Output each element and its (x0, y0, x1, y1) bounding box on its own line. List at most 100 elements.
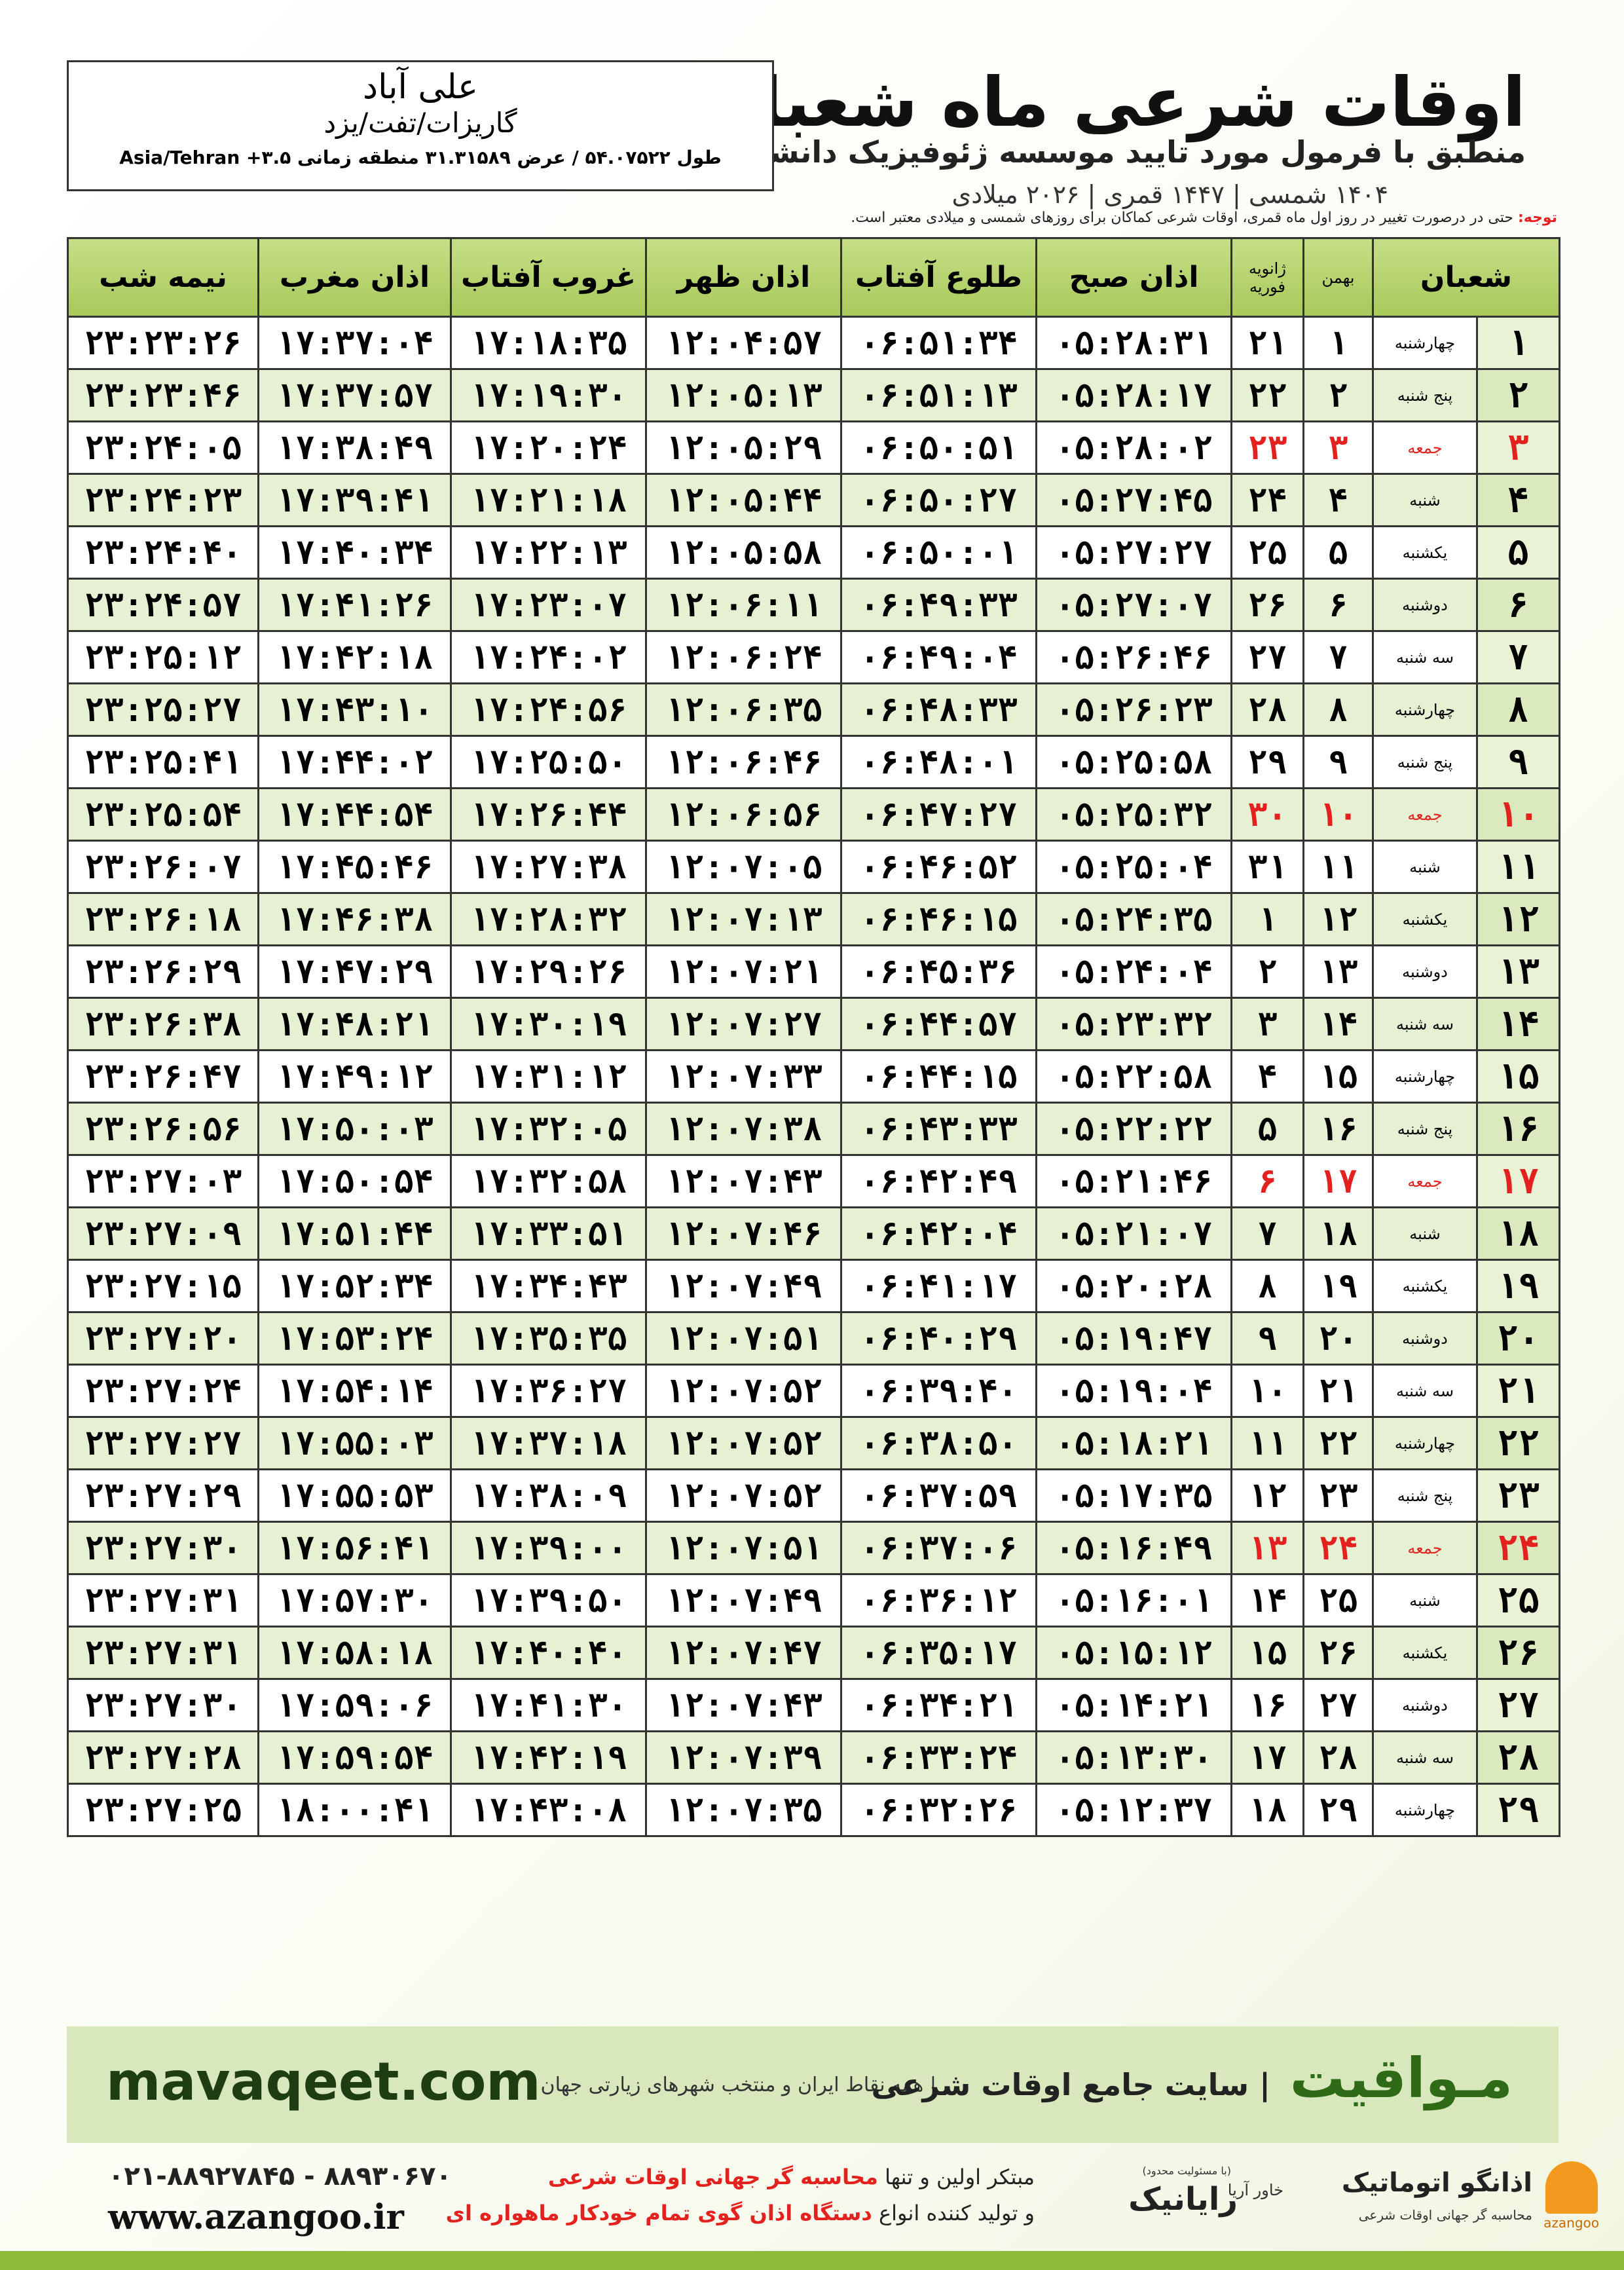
time-cell: ۰۵:۲۵:۵۸ (1035, 735, 1232, 789)
weekday: شنبه (1372, 1573, 1478, 1628)
limited: (با مسئولیت محدود) (1142, 2165, 1231, 2177)
time-cell: ۱۷:۵۰:۰۳ (257, 1102, 452, 1156)
gregorian-day: ۲۹ (1230, 735, 1304, 789)
time-cell: ۲۳:۲۳:۴۶ (67, 368, 259, 422)
time-cell: ۱۲:۰۶:۲۴ (645, 630, 842, 684)
weekday: پنج شنبه (1372, 1468, 1478, 1523)
note-label: توجه: (1517, 210, 1557, 226)
time-cell: ۱۲:۰۷:۲۷ (645, 997, 842, 1051)
time-cell: ۰۵:۲۷:۴۵ (1035, 473, 1232, 527)
table-row: ۵ یکشنبه ۵ ۲۵ ۰۵:۲۷:۲۷ ۰۶:۵۰:۰۱ ۱۲:۰۵:۵۸ ۱۷:۲۲:… (67, 525, 1560, 580)
weekday: یکشنبه (1372, 892, 1478, 946)
gregorian-day: ۱۶ (1230, 1678, 1304, 1732)
header-row: شعبان بهمن ژانویه فوریه اذان صبح طلوع آفتا… (67, 237, 1560, 318)
bahman-day: ۳ (1302, 420, 1374, 475)
time-cell: ۲۳:۲۶:۳۸ (67, 997, 259, 1051)
time-cell: ۰۵:۱۶:۴۹ (1035, 1521, 1232, 1575)
location-name: علی آباد (362, 67, 479, 107)
table-row: ۲۲ چهارشنبه ۲۲ ۱۱ ۰۵:۱۸:۲۱ ۰۶:۳۸:۵۰ ۱۲:۰۷:۵۲ ۱۷… (67, 1416, 1560, 1470)
gregorian-day: ۷ (1230, 1206, 1304, 1261)
time-cell: ۰۶:۳۵:۱۷ (840, 1626, 1037, 1680)
time-cell: ۰۶:۴۴:۵۷ (840, 997, 1037, 1051)
bahman-day: ۸ (1302, 682, 1374, 737)
time-cell: ۱۲:۰۷:۵۲ (645, 1364, 842, 1418)
gregorian-day: ۶ (1230, 1154, 1304, 1208)
table-row: ۱۷ جمعه ۱۷ ۶ ۰۵:۲۱:۴۶ ۰۶:۴۲:۴۹ ۱۲:۰۷:۴۳ ۱۷:۳۲:۵… (67, 1154, 1560, 1208)
weekday: سه شنبه (1372, 630, 1478, 684)
time-cell: ۱۷:۴۶:۳۸ (257, 892, 452, 946)
time-cell: ۱۷:۵۳:۲۴ (257, 1311, 452, 1366)
time-cell: ۱۷:۲۴:۵۶ (450, 682, 647, 737)
gregorian-day: ۲۴ (1230, 473, 1304, 527)
time-cell: ۲۳:۲۴:۰۵ (67, 420, 259, 475)
gregorian-day: ۱۸ (1230, 1783, 1304, 1837)
subtitle: منطبق با فرمول مورد تایید موسسه ژئوفیزیک… (626, 134, 1526, 170)
weekday: چهارشنبه (1372, 1416, 1478, 1470)
weekday: یکشنبه (1372, 1626, 1478, 1680)
time-cell: ۰۵:۲۷:۲۷ (1035, 525, 1232, 580)
bahman-day: ۲۰ (1302, 1311, 1374, 1366)
gregorian-day: ۳۱ (1230, 840, 1304, 894)
time-cell: ۰۶:۴۴:۱۵ (840, 1049, 1037, 1104)
time-cell: ۱۷:۳۹:۴۱ (257, 473, 452, 527)
time-cell: ۱۷:۵۸:۱۸ (257, 1626, 452, 1680)
time-cell: ۲۳:۲۷:۰۹ (67, 1206, 259, 1261)
time-cell: ۰۵:۱۵:۱۲ (1035, 1626, 1232, 1680)
time-cell: ۱۲:۰۶:۱۱ (645, 578, 842, 632)
time-cell: ۱۷:۴۲:۱۸ (257, 630, 452, 684)
time-cell: ۲۳:۲۷:۳۱ (67, 1626, 259, 1680)
time-cell: ۱۲:۰۷:۳۵ (645, 1783, 842, 1837)
table-row: ۱۹ یکشنبه ۱۹ ۸ ۰۵:۲۰:۲۸ ۰۶:۴۱:۱۷ ۱۲:۰۷:۴۹ ۱۷:۳۴… (67, 1259, 1560, 1313)
weekday: یکشنبه (1372, 525, 1478, 580)
bahman-day: ۵ (1302, 525, 1374, 580)
time-cell: ۱۷:۵۹:۵۴ (257, 1730, 452, 1785)
bahman-day: ۱۱ (1302, 840, 1374, 894)
table-row: ۲۸ سه شنبه ۲۸ ۱۷ ۰۵:۱۳:۳۰ ۰۶:۳۳:۲۴ ۱۲:۰۷:۳۹ ۱۷:… (67, 1730, 1560, 1785)
time-cell: ۱۷:۳۰:۱۹ (450, 997, 647, 1051)
time-cell: ۱۷:۴۷:۲۹ (257, 944, 452, 999)
time-cell: ۱۷:۵۱:۴۴ (257, 1206, 452, 1261)
table-row: ۱۲ یکشنبه ۱۲ ۱ ۰۵:۲۴:۳۵ ۰۶:۴۶:۱۵ ۱۲:۰۷:۱۳ ۱۷:۲۸… (67, 892, 1560, 946)
gregorian-day: ۲۷ (1230, 630, 1304, 684)
time-cell: ۱۷:۴۰:۴۰ (450, 1626, 647, 1680)
time-cell: ۱۷:۲۱:۱۸ (450, 473, 647, 527)
time-cell: ۱۲:۰۷:۳۹ (645, 1730, 842, 1785)
weekday: چهارشنبه (1372, 1049, 1478, 1104)
time-cell: ۱۷:۴۹:۱۲ (257, 1049, 452, 1104)
time-cell: ۱۷:۴۴:۰۲ (257, 735, 452, 789)
time-cell: ۰۶:۴۸:۰۱ (840, 735, 1037, 789)
time-cell: ۰۵:۲۵:۳۲ (1035, 787, 1232, 842)
time-cell: ۱۲:۰۷:۴۶ (645, 1206, 842, 1261)
time-cell: ۰۵:۲۸:۰۲ (1035, 420, 1232, 475)
day-number: ۲ (1476, 368, 1560, 422)
time-cell: ۲۳:۲۷:۱۵ (67, 1259, 259, 1313)
time-cell: ۱۲:۰۵:۵۸ (645, 525, 842, 580)
time-cell: ۲۳:۲۷:۲۰ (67, 1311, 259, 1366)
day-number: ۶ (1476, 578, 1560, 632)
time-cell: ۱۲:۰۴:۵۷ (645, 316, 842, 370)
banner-brand: مـواقیت (1289, 2046, 1513, 2110)
weekday: شنبه (1372, 473, 1478, 527)
title: اوقات شرعی ماه شعبان (701, 62, 1526, 142)
time-cell: ۱۲:۰۷:۴۹ (645, 1259, 842, 1313)
time-cell: ۰۶:۵۰:۵۱ (840, 420, 1037, 475)
weekday: یکشنبه (1372, 1259, 1478, 1313)
time-cell: ۰۵:۱۹:۴۷ (1035, 1311, 1232, 1366)
time-cell: ۱۲:۰۷:۲۱ (645, 944, 842, 999)
time-cell: ۰۶:۴۲:۴۹ (840, 1154, 1037, 1208)
weekday: جمعه (1372, 787, 1478, 842)
day-number: ۸ (1476, 682, 1560, 737)
time-cell: ۱۷:۱۹:۳۰ (450, 368, 647, 422)
time-cell: ۰۶:۴۹:۳۳ (840, 578, 1037, 632)
bahman-day: ۱۴ (1302, 997, 1374, 1051)
note-text: حتی در درصورت تغییر در روز اول ماه قمری،… (851, 210, 1513, 226)
time-cell: ۲۳:۲۵:۲۷ (67, 682, 259, 737)
footer-text: مبتکر اولین و تنها (885, 2165, 1035, 2189)
rayanik-logo: رایانیک (1128, 2181, 1238, 2218)
time-cell: ۲۳:۲۷:۳۱ (67, 1573, 259, 1628)
bottom-stripe (0, 2251, 1624, 2270)
time-cell: ۱۷:۳۵:۳۵ (450, 1311, 647, 1366)
time-cell: ۱۲:۰۶:۴۶ (645, 735, 842, 789)
footer-text: محاسبه گر جهانی اوقات شرعی (547, 2165, 878, 2189)
time-cell: ۲۳:۲۷:۳۰ (67, 1678, 259, 1732)
